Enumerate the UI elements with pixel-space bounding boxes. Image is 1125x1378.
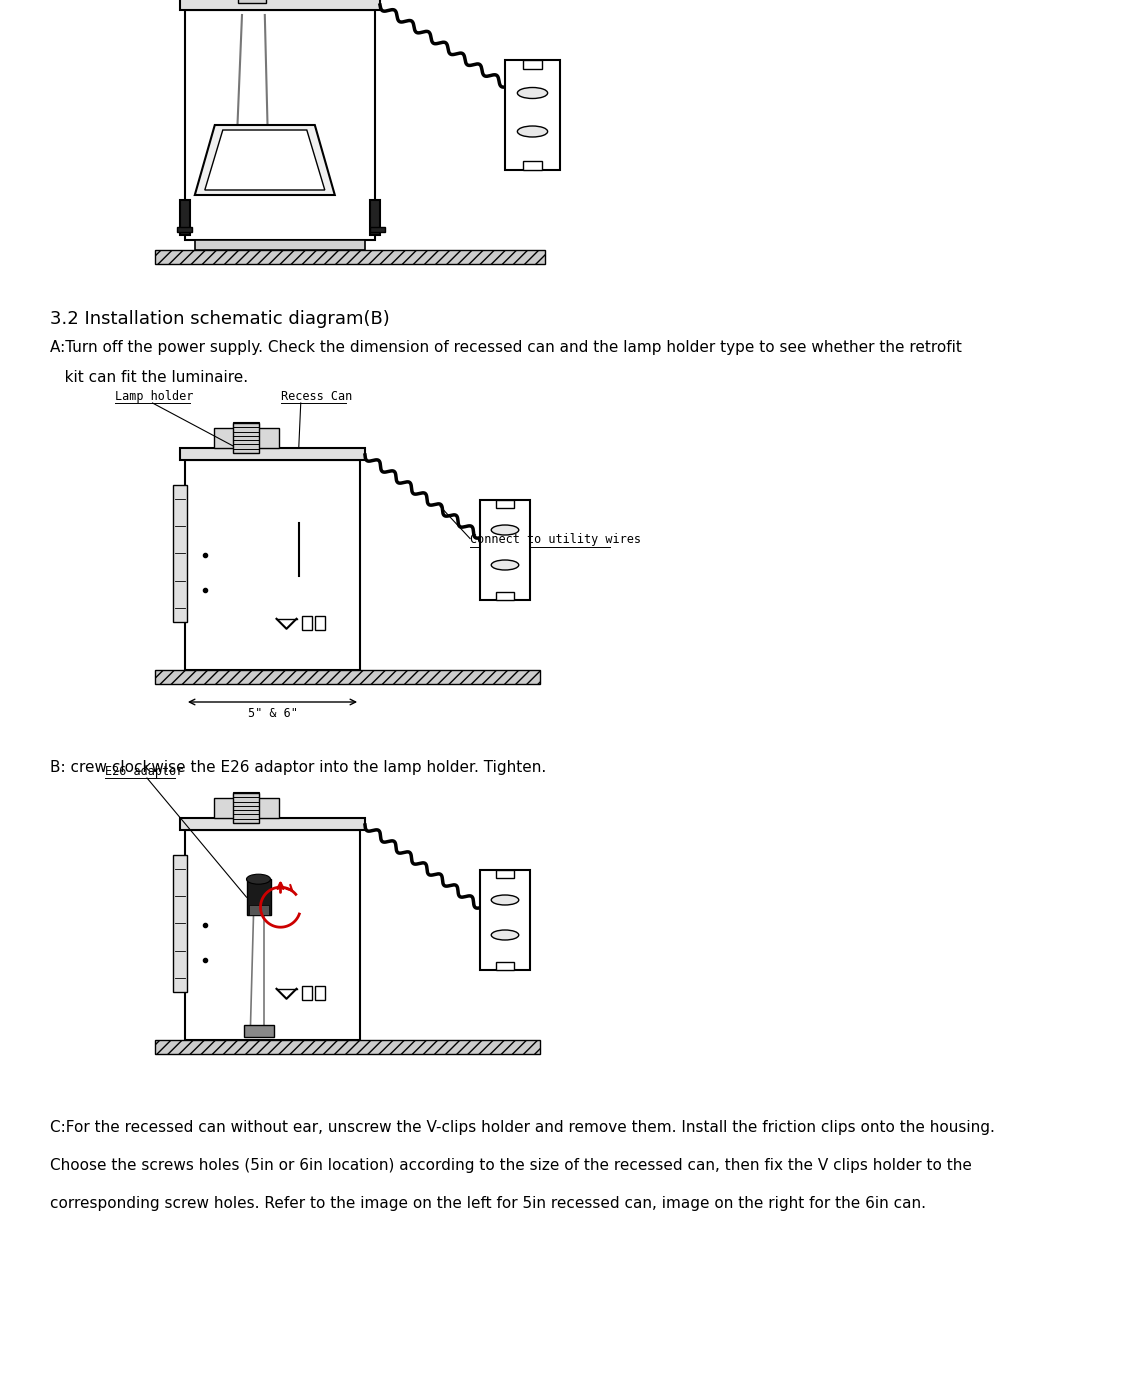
Bar — [184, 10, 375, 240]
Text: B: crew clockwise the E26 adaptor into the lamp holder. Tighten.: B: crew clockwise the E26 adaptor into t… — [50, 761, 547, 774]
Ellipse shape — [492, 525, 519, 535]
Bar — [370, 200, 380, 236]
Text: Recess Can: Recess Can — [281, 390, 352, 402]
Bar — [173, 485, 187, 621]
Text: Lamp holder: Lamp holder — [115, 390, 193, 402]
Text: Choose the screws holes (5in or 6in location) according to the size of the reces: Choose the screws holes (5in or 6in loca… — [50, 1158, 972, 1173]
Text: C:For the recessed can without ear, unscrew the V-clips holder and remove them. : C:For the recessed can without ear, unsc… — [50, 1120, 994, 1135]
Bar — [184, 830, 360, 1040]
Text: E26 adaptor: E26 adaptor — [105, 765, 183, 779]
Bar — [214, 429, 279, 448]
Bar — [480, 870, 530, 970]
Bar — [180, 200, 190, 236]
Ellipse shape — [518, 125, 548, 136]
Bar — [302, 616, 312, 630]
Bar — [237, 0, 266, 3]
Bar — [155, 670, 540, 683]
Bar — [214, 798, 279, 819]
Bar — [233, 422, 259, 429]
Polygon shape — [205, 130, 325, 190]
Bar — [302, 985, 312, 1000]
Bar — [180, 0, 380, 10]
Ellipse shape — [492, 894, 519, 905]
Bar — [243, 1025, 273, 1038]
Bar — [315, 985, 324, 1000]
Text: 5" & 6": 5" & 6" — [248, 707, 297, 719]
Bar — [496, 593, 514, 599]
Text: 3.2 Installation schematic diagram(B): 3.2 Installation schematic diagram(B) — [50, 310, 389, 328]
Bar — [233, 792, 259, 823]
Bar — [496, 500, 514, 508]
Ellipse shape — [492, 930, 519, 940]
Bar — [505, 61, 560, 169]
Bar — [315, 616, 324, 630]
Bar — [496, 962, 514, 970]
Ellipse shape — [492, 559, 519, 570]
Bar — [233, 423, 259, 453]
Bar — [173, 856, 187, 992]
Polygon shape — [195, 125, 335, 196]
Bar — [180, 448, 364, 460]
Bar — [523, 61, 542, 69]
Bar — [233, 792, 259, 798]
Bar — [496, 870, 514, 878]
Bar — [246, 879, 270, 915]
Bar — [370, 227, 385, 232]
Text: A:Turn off the power supply. Check the dimension of recessed can and the lamp ho: A:Turn off the power supply. Check the d… — [50, 340, 962, 356]
Text: Connect to utility wires: Connect to utility wires — [470, 533, 641, 547]
Text: corresponding screw holes. Refer to the image on the left for 5in recessed can, : corresponding screw holes. Refer to the … — [50, 1196, 926, 1211]
Bar — [155, 1040, 540, 1054]
Bar — [155, 249, 544, 265]
Text: kit can fit the luminaire.: kit can fit the luminaire. — [50, 371, 249, 384]
Bar — [195, 240, 364, 249]
Bar — [180, 819, 364, 830]
Bar — [523, 161, 542, 169]
Bar — [184, 460, 360, 670]
Bar — [249, 905, 269, 915]
Ellipse shape — [518, 87, 548, 98]
Bar — [480, 500, 530, 599]
Bar — [177, 227, 192, 232]
Ellipse shape — [246, 874, 270, 885]
